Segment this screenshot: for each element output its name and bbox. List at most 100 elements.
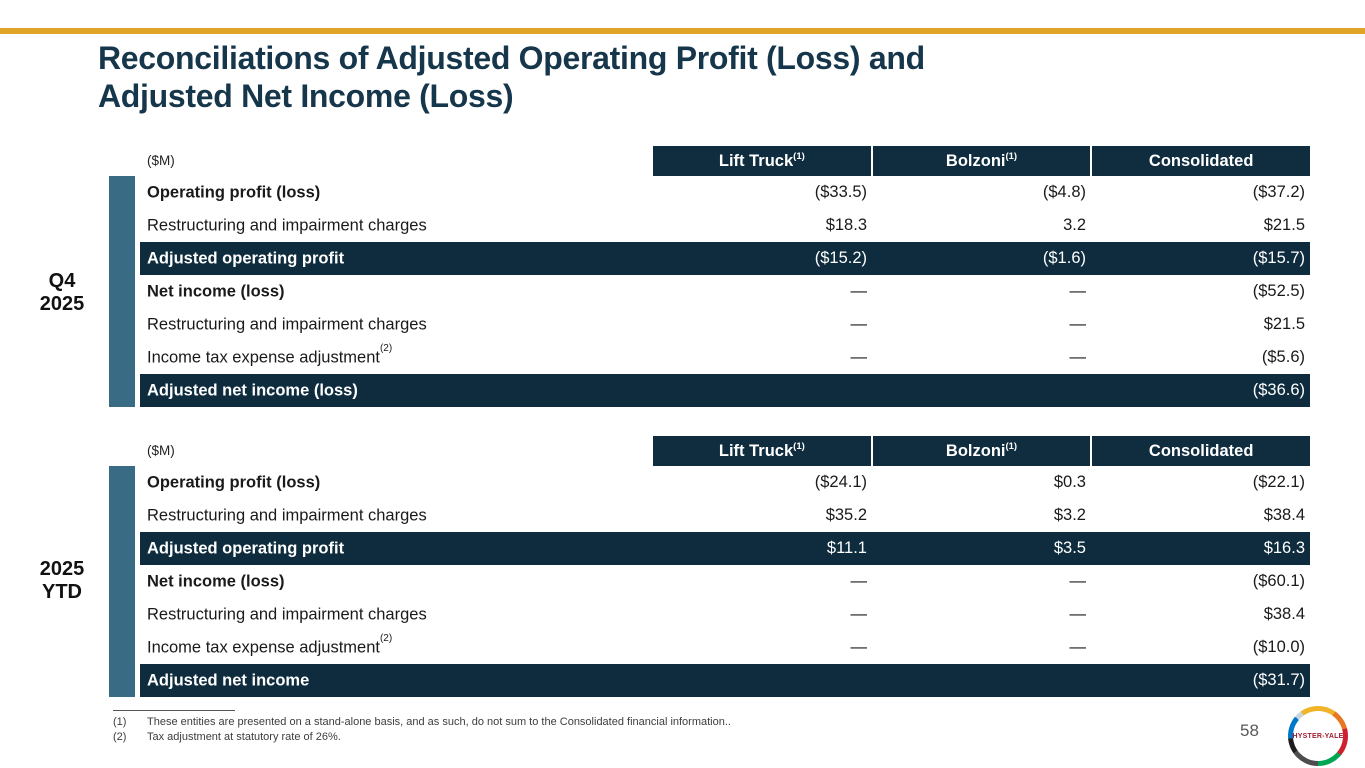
table-row: Income tax expense adjustment(2) — — ($1… — [140, 631, 1310, 664]
cell-consolidated: ($37.2) — [1252, 183, 1305, 201]
cell-lift-truck: ($15.2) — [814, 249, 867, 267]
page-title-line2: Adjusted Net Income (Loss) — [98, 77, 514, 114]
cell-consolidated: $38.4 — [1263, 605, 1305, 623]
cell-consolidated: ($5.6) — [1261, 348, 1305, 366]
top-accent-bar — [0, 28, 1365, 34]
table-row: Restructuring and impairment charges $18… — [140, 209, 1310, 242]
column-header-label: Lift Truck — [718, 441, 794, 460]
footnote-2: (2) Tax adjustment at statutory rate of … — [113, 730, 873, 745]
table-row: Net income (loss) — — ($60.1) — [140, 565, 1310, 598]
period-ytd-year: 2025 — [39, 558, 85, 580]
page-title: Reconciliations of Adjusted Operating Pr… — [98, 40, 1218, 116]
footnote-ref: (1) — [793, 440, 805, 452]
cell-lift-truck: $11.1 — [826, 539, 867, 557]
row-label: Adjusted net income — [147, 671, 310, 690]
cell-lift-truck: — — [850, 315, 868, 333]
hyster-yale-logo-inner: HYSTER-YALE — [1293, 711, 1343, 761]
table-header-row: Lift Truck (1) Bolzoni (1) Consolidated — [653, 146, 1311, 176]
row-label: Operating profit (loss) — [147, 473, 321, 492]
cell-bolzoni: ($1.6) — [1042, 249, 1086, 267]
cell-bolzoni: $3.5 — [1053, 539, 1086, 557]
hyster-yale-logo: HYSTER-YALE — [1288, 706, 1348, 766]
footnote-ref: (1) — [793, 150, 805, 162]
cell-lift-truck: $35.2 — [825, 506, 867, 524]
cell-lift-truck: — — [850, 638, 868, 656]
cell-bolzoni: — — [1069, 605, 1087, 623]
row-label: Restructuring and impairment charges — [147, 506, 427, 525]
row-label: Adjusted operating profit — [147, 249, 345, 268]
cell-bolzoni: 3.2 — [1063, 216, 1086, 234]
period-ytd: YTD — [42, 581, 82, 603]
row-label: Restructuring and impairment charges — [147, 605, 427, 624]
cell-bolzoni: — — [1069, 315, 1087, 333]
footnote-text: These entities are presented on a stand-… — [147, 716, 731, 728]
period-q4-year: 2025 — [39, 293, 85, 315]
cell-lift-truck: — — [850, 605, 868, 623]
column-header-label: Lift Truck — [718, 151, 794, 170]
cell-lift-truck: ($24.1) — [814, 473, 867, 491]
footnote-ref: (1) — [1005, 150, 1018, 162]
column-header-consolidated: Consolidated — [1090, 436, 1311, 466]
row-label: Adjusted operating profit — [147, 539, 345, 558]
column-header-label: Bolzoni — [945, 441, 1006, 460]
period-label-q4-2025: Q4 2025 — [17, 270, 107, 316]
hyster-yale-logo-text: HYSTER-YALE — [1292, 732, 1344, 740]
row-label: Income tax expense adjustment(2) — [147, 632, 393, 657]
row-label: Net income (loss) — [147, 572, 285, 591]
table-row: Restructuring and impairment charges — —… — [140, 308, 1310, 341]
footnote-divider — [113, 710, 235, 711]
cell-bolzoni: ($4.8) — [1042, 183, 1086, 201]
cell-consolidated: ($36.6) — [1252, 381, 1305, 399]
row-label: Restructuring and impairment charges — [147, 315, 427, 334]
table-row: Restructuring and impairment charges — —… — [140, 598, 1310, 631]
footnote-text: Tax adjustment at statutory rate of 26%. — [147, 730, 341, 743]
cell-consolidated: ($15.7) — [1252, 249, 1305, 267]
table-row: Operating profit (loss) ($33.5) ($4.8) (… — [140, 176, 1310, 209]
cell-consolidated: ($52.5) — [1252, 282, 1305, 300]
table-side-accent-bar — [109, 466, 135, 697]
cell-lift-truck: — — [850, 572, 868, 590]
table-row-highlight: Adjusted operating profit ($15.2) ($1.6)… — [140, 242, 1310, 275]
footnotes: (1) These entities are presented on a st… — [113, 710, 873, 745]
footnote-marker: (2) — [113, 730, 127, 743]
footnote-ref: (2) — [379, 342, 393, 354]
table-row-highlight: Adjusted net income ($31.7) — [140, 664, 1310, 697]
cell-consolidated: ($60.1) — [1252, 572, 1305, 590]
cell-lift-truck: ($33.5) — [814, 183, 867, 201]
cell-bolzoni: $3.2 — [1053, 506, 1086, 524]
cell-consolidated: $38.4 — [1263, 506, 1305, 524]
footnote-ref: (2) — [379, 632, 393, 644]
row-label: Net income (loss) — [147, 282, 285, 301]
cell-bolzoni: — — [1069, 638, 1087, 656]
footnote-1: (1) These entities are presented on a st… — [113, 715, 873, 730]
unit-label: ($M) — [147, 443, 175, 458]
table-body: Operating profit (loss) ($24.1) $0.3 ($2… — [140, 466, 1310, 697]
cell-bolzoni: — — [1069, 348, 1087, 366]
cell-consolidated: $21.5 — [1263, 216, 1305, 234]
row-label: Operating profit (loss) — [147, 183, 321, 202]
cell-bolzoni: — — [1069, 282, 1087, 300]
table-row: Net income (loss) — — ($52.5) — [140, 275, 1310, 308]
period-q4: Q4 — [48, 270, 76, 292]
table-body: Operating profit (loss) ($33.5) ($4.8) (… — [140, 176, 1310, 407]
column-header-consolidated: Consolidated — [1090, 146, 1311, 176]
table-row: Income tax expense adjustment(2) — — ($5… — [140, 341, 1310, 374]
cell-consolidated: ($31.7) — [1252, 671, 1305, 689]
page-title-line1: Reconciliations of Adjusted Operating Pr… — [98, 40, 925, 76]
column-header-label: Consolidated — [1148, 151, 1254, 170]
column-header-label: Consolidated — [1148, 441, 1254, 460]
table-side-accent-bar — [109, 176, 135, 407]
column-header-lift-truck: Lift Truck (1) — [653, 436, 871, 466]
cell-consolidated: $16.3 — [1263, 539, 1305, 557]
period-label-2025-ytd: 2025 YTD — [17, 558, 107, 604]
table-row: Operating profit (loss) ($24.1) $0.3 ($2… — [140, 466, 1310, 499]
column-header-bolzoni: Bolzoni (1) — [870, 436, 1091, 466]
footnote-ref: (1) — [1005, 440, 1018, 452]
cell-consolidated: $21.5 — [1263, 315, 1305, 333]
cell-lift-truck: — — [850, 282, 868, 300]
cell-consolidated: ($22.1) — [1252, 473, 1305, 491]
column-header-label: Bolzoni — [945, 151, 1006, 170]
cell-lift-truck: $18.3 — [825, 216, 867, 234]
cell-consolidated: ($10.0) — [1252, 638, 1305, 656]
